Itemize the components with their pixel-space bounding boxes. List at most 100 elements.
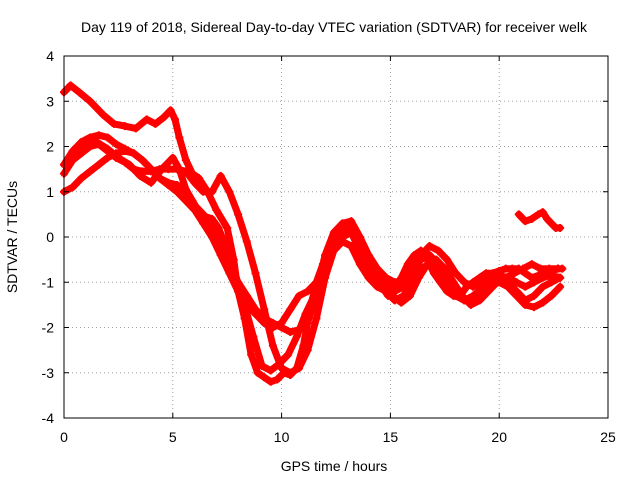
data-point xyxy=(336,233,345,241)
data-point xyxy=(530,303,539,312)
data-point xyxy=(347,242,356,251)
data-point xyxy=(86,97,95,106)
data-point xyxy=(303,346,312,355)
data-point xyxy=(501,273,510,282)
data-point xyxy=(538,298,547,307)
data-point xyxy=(201,212,210,221)
data-point xyxy=(442,282,451,291)
data-point xyxy=(423,260,432,269)
data-point xyxy=(547,278,556,287)
data-point xyxy=(249,332,258,341)
data-point xyxy=(521,217,530,226)
data-point xyxy=(190,178,199,187)
data-point xyxy=(114,153,123,162)
data-point xyxy=(405,291,414,300)
data-point xyxy=(242,237,251,246)
data-point xyxy=(364,273,373,282)
data-point xyxy=(194,174,203,183)
x-axis-label: GPS time / hours xyxy=(281,458,388,474)
data-point xyxy=(449,278,458,287)
data-point xyxy=(81,142,90,151)
x-tick-label: 25 xyxy=(600,429,616,445)
data-point xyxy=(295,364,304,373)
data-point xyxy=(234,210,243,219)
data-point xyxy=(260,373,269,382)
data-point xyxy=(168,153,177,162)
data-point xyxy=(512,291,521,300)
data-point xyxy=(469,291,478,300)
data-point xyxy=(292,332,301,341)
data-point xyxy=(216,171,225,180)
y-tick-label: 2 xyxy=(46,139,54,155)
data-point xyxy=(207,233,216,241)
x-tick-label: 0 xyxy=(60,429,68,445)
data-point xyxy=(214,223,223,232)
series-day-6 xyxy=(514,208,565,232)
data-point xyxy=(286,305,295,314)
data-point xyxy=(251,269,260,278)
data-point xyxy=(556,273,565,282)
data-point xyxy=(70,149,79,158)
y-axis-label: SDTVAR / TECUs xyxy=(4,181,20,293)
data-point xyxy=(362,251,371,260)
data-point xyxy=(371,269,380,278)
data-point xyxy=(538,208,547,217)
data-point xyxy=(207,214,216,223)
y-tick-label: 4 xyxy=(46,48,54,64)
data-point xyxy=(75,88,84,97)
data-point xyxy=(142,115,151,124)
data-point xyxy=(207,187,216,196)
data-point xyxy=(103,144,112,153)
data-point xyxy=(86,133,95,142)
data-point xyxy=(379,282,388,291)
data-point xyxy=(188,196,197,205)
data-point xyxy=(521,300,530,309)
data-point xyxy=(303,287,312,296)
y-tick-label: 0 xyxy=(46,229,54,245)
data-point xyxy=(175,133,184,142)
x-tick-label: 20 xyxy=(491,429,507,445)
data-point xyxy=(194,208,203,217)
data-point xyxy=(181,185,190,194)
data-point xyxy=(538,273,547,282)
data-point xyxy=(545,264,554,273)
data-point xyxy=(66,81,75,90)
data-point xyxy=(536,264,545,273)
data-point xyxy=(425,251,434,260)
data-point xyxy=(120,122,129,131)
data-point xyxy=(225,187,234,196)
data-point xyxy=(547,291,556,300)
data-point xyxy=(99,110,108,119)
data-point xyxy=(432,255,441,264)
y-tick-label: -1 xyxy=(42,274,55,290)
data-point xyxy=(92,137,101,146)
data-point xyxy=(484,287,493,296)
y-axis-ticks: -4 -3 -2 -1 0 1 2 3 4 xyxy=(42,48,608,426)
data-point xyxy=(138,156,147,165)
data-point xyxy=(136,171,145,180)
data-point xyxy=(125,160,134,169)
data-point xyxy=(240,300,249,309)
data-point xyxy=(527,214,536,223)
data-point xyxy=(466,300,475,309)
data-point xyxy=(77,174,86,183)
data-point xyxy=(458,291,467,300)
data-point xyxy=(477,278,486,287)
data-point xyxy=(181,156,190,165)
data-point xyxy=(390,278,399,287)
data-point xyxy=(538,282,547,291)
data-point xyxy=(547,219,556,228)
data-point xyxy=(510,269,519,278)
data-point xyxy=(553,264,562,273)
data-point xyxy=(94,131,103,140)
data-point xyxy=(556,223,565,232)
data-series xyxy=(60,81,567,386)
data-point xyxy=(327,246,336,255)
y-tick-label: 1 xyxy=(46,184,54,200)
data-point xyxy=(94,160,103,169)
data-point xyxy=(512,278,521,287)
data-point xyxy=(434,246,443,255)
data-point xyxy=(170,115,179,124)
data-point xyxy=(521,282,530,291)
